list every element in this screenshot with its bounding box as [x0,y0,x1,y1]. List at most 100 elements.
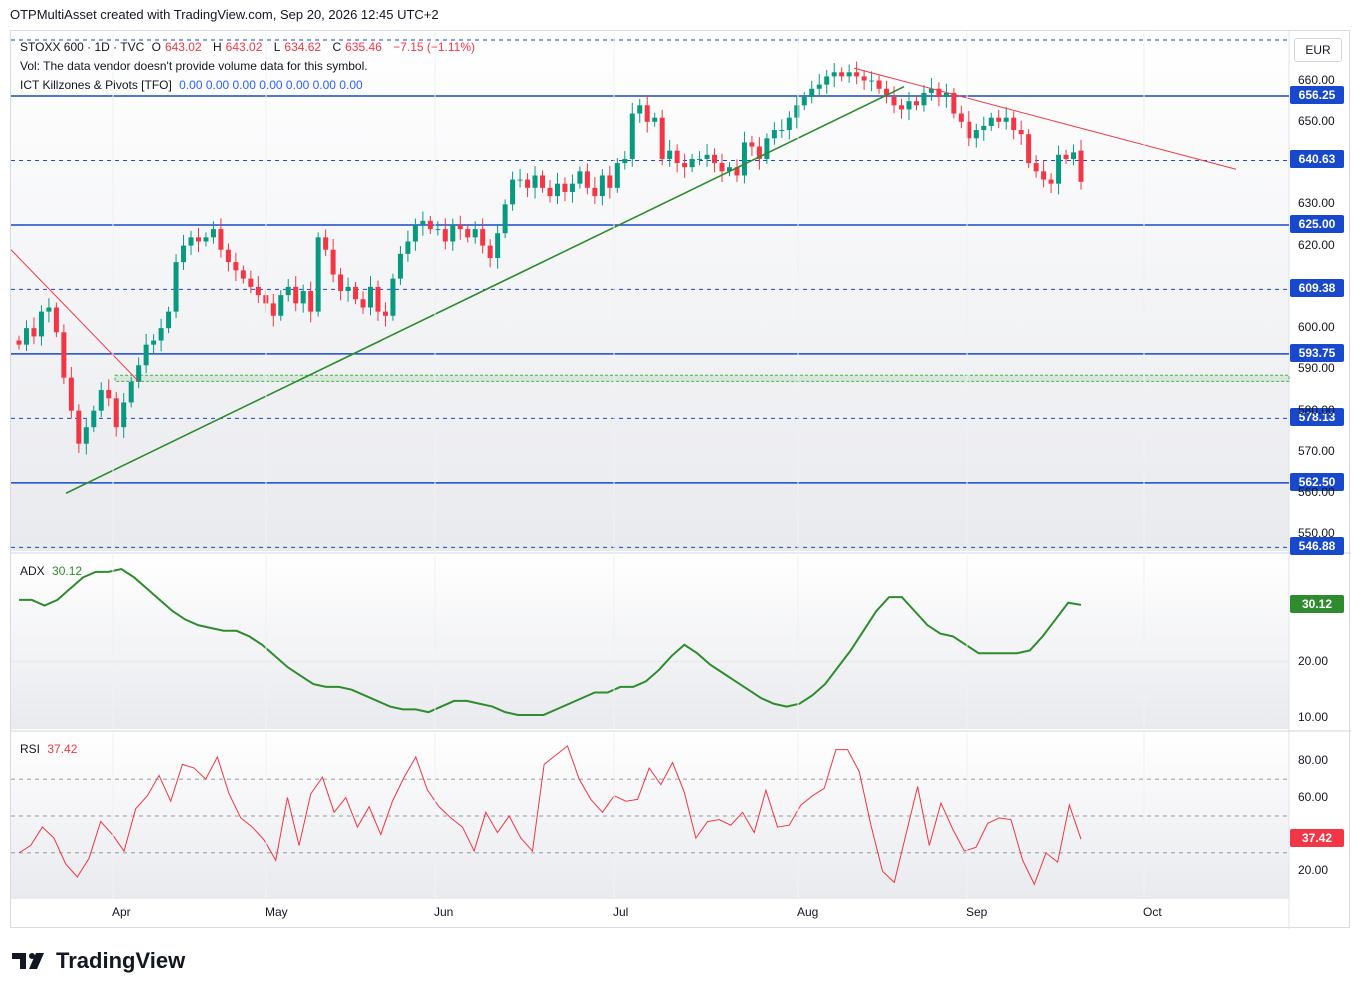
candle-body [734,167,740,176]
candle-body [629,113,635,159]
candle-body [315,237,321,312]
candle-body [958,113,964,122]
indicator-legend: ICT Killzones & Pivots [TFO] 0.00 0.00 0… [20,78,367,92]
candle-body [412,224,418,242]
level-tag: 625.00 [1290,214,1344,233]
candle-body [547,187,553,197]
candle-body [532,175,538,188]
chart-frame [10,30,1351,929]
candle-body [577,171,583,184]
price-tick-label: 590.00 [1298,361,1335,376]
level-tag: 656.25 [1290,86,1344,104]
downtrend-line-left [11,249,140,383]
level-tag: 546.88 [1290,537,1344,556]
candle-body [592,187,598,197]
candle-body [128,381,134,403]
candle-body [936,88,942,98]
candle-body [293,286,299,304]
candle-body [525,179,531,188]
candle-body [704,154,710,159]
candle-body [353,286,359,300]
candle-body [442,229,448,242]
candle-body [1071,152,1077,159]
candle-body [913,101,919,106]
indicator-values: 0.00 0.00 0.00 0.00 0.00 0.00 0.00 [179,78,363,92]
candle-body [457,224,463,230]
candle-body [278,295,284,316]
candle-body [68,377,74,411]
date-tick-label: Aug [797,905,819,919]
candle-body [943,92,949,98]
ohlc-high: H 643.02 [213,40,266,54]
candle-body [420,220,426,225]
uptrend-line [65,85,905,494]
candle-body [151,340,157,345]
candle-body [517,179,523,181]
candle-body [46,307,52,312]
candle-body [218,229,224,250]
candle-body [203,237,209,242]
adx-legend: ADX 30.12 [20,564,86,578]
last-price-tag: 640.63 [1290,150,1344,169]
candle-body [472,229,478,238]
chart-caption: OTPMultiAsset created with TradingView.c… [10,7,439,22]
candle-body [91,410,97,428]
candle-body [554,183,560,197]
volume-notice: Vol: The data vendor doesn't provide vol… [20,59,368,73]
candle-body [360,299,366,308]
price-tick-label: 600.00 [1298,320,1335,335]
candle-body [854,72,860,77]
candle-body [614,163,620,188]
price-tick-label: 620.00 [1298,237,1335,252]
candle-body [338,274,344,291]
candle-body [435,229,441,231]
price-tick-label: 630.00 [1298,196,1335,211]
price-tick-label: 550.00 [1298,526,1335,541]
candle-body [981,125,987,131]
candle-body [368,286,374,308]
candle-body [166,311,172,329]
adx-pane-bg [11,555,1289,729]
candle-body [510,179,516,205]
candle-body [741,142,747,176]
currency-button[interactable]: EUR [1294,38,1342,62]
chart-canvas[interactable] [11,31,1351,929]
candle-body [973,130,979,139]
low-value: 634.62 [284,40,322,54]
rsi-line [18,745,1082,886]
candle-body [345,286,351,291]
open-label: O [151,40,161,54]
candle-body [248,278,254,287]
candle-body [966,121,972,139]
candle-body [300,291,306,304]
price-tick-label: 650.00 [1298,113,1335,128]
candle-body [210,229,216,238]
low-label: L [273,40,281,54]
main-pane-bg [11,31,1289,551]
candle-body [225,249,231,263]
candle-body [382,311,388,316]
candle-body [764,138,770,159]
candle-body [323,237,329,250]
candle-body [487,245,493,258]
rsi-legend: RSI 37.42 [20,742,81,756]
candle-body [846,72,852,77]
candle-body [637,105,643,114]
candle-body [173,262,179,312]
high-label: H [213,40,222,54]
adx-title: ADX [20,564,45,578]
candle-body [951,92,957,114]
candle-body [1041,171,1047,180]
rsi-title: RSI [20,742,41,756]
candle-body [465,229,471,238]
candle-body [480,229,486,246]
candle-body [375,286,381,312]
candle-body [659,117,665,159]
candle-body [255,286,261,296]
candle-body [76,410,82,444]
ohlc-low: L 634.62 [274,40,325,54]
candle-body [584,171,590,188]
candle-body [921,92,927,106]
ohlc-close: C 635.46 [332,40,385,54]
candle-body [801,97,807,106]
